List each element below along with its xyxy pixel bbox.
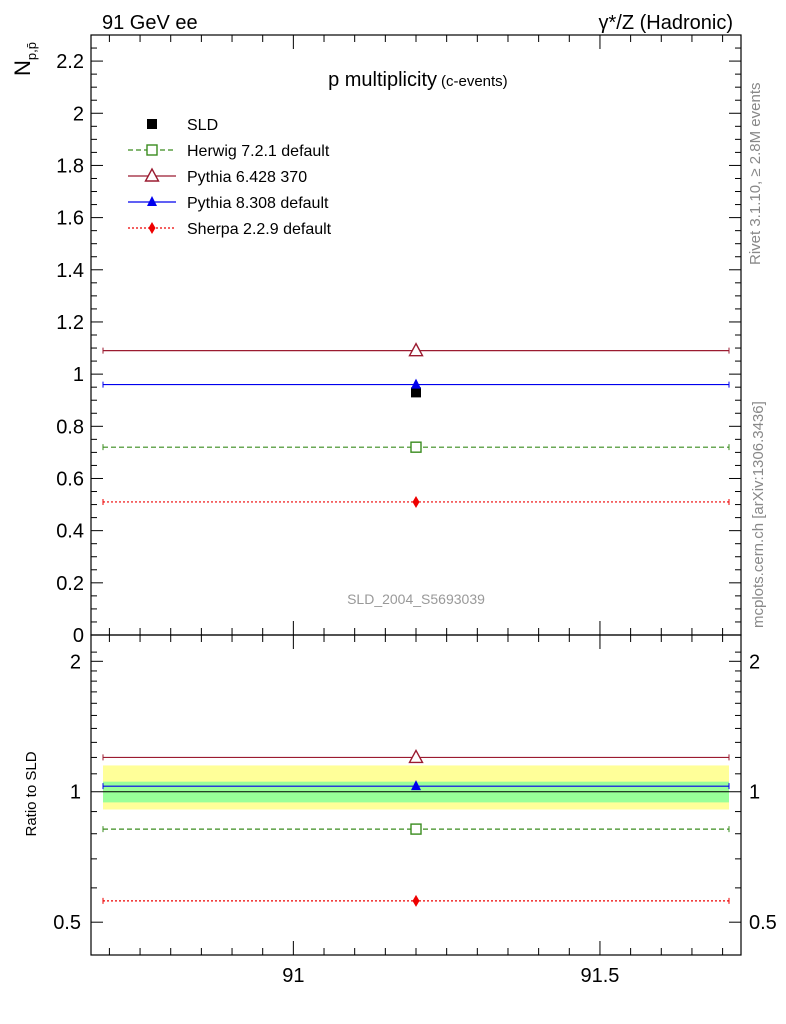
ratio-y-tick-label-right: 2	[749, 651, 760, 673]
legend-label: Herwig 7.2.1 default	[187, 143, 330, 160]
ratio-herwig-point	[410, 823, 422, 835]
y-tick-label: 1	[73, 364, 84, 386]
ratio-pythia8-point	[411, 780, 421, 791]
ratio-pythia6-point	[408, 748, 424, 764]
legend-label: Pythia 8.308 default	[187, 195, 329, 212]
ratio-y-axis: 0.5 0.5 1 1 2 2	[53, 651, 777, 934]
legend-marker	[148, 222, 156, 234]
header-left-label: 91 GeV ee	[102, 12, 198, 34]
analysis-watermark: SLD_2004_S5693039	[347, 591, 485, 607]
y-tick-label: 0	[73, 625, 84, 647]
pythia6-point	[408, 342, 424, 357]
y-tick-label: 0.6	[56, 468, 84, 490]
y-tick-label: 1.8	[56, 155, 84, 177]
legend-marker	[144, 167, 160, 182]
legend-entry-data: SLD	[147, 117, 218, 134]
x-tick-label: 91.5	[580, 965, 619, 987]
pythia8-point	[411, 378, 421, 389]
legend-entry-pythia6: Pythia 6.428 370	[128, 167, 307, 186]
legend-label: SLD	[187, 117, 218, 134]
ratio-ylabel: Ratio to SLD	[23, 751, 40, 836]
legend-marker	[147, 119, 157, 129]
ratio-y-tick-label: 2	[70, 651, 81, 673]
main-title: p multiplicity	[328, 69, 437, 91]
y-tick-label: 0.8	[56, 416, 84, 438]
main-title-text: p multiplicity	[328, 69, 437, 91]
sherpa-point	[412, 495, 420, 508]
y-tick-label: 1.2	[56, 312, 84, 334]
legend-marker	[147, 196, 157, 206]
legend-marker	[146, 144, 158, 156]
main-title-suffix: (c-events)	[441, 73, 508, 90]
ratio-y-tick-label: 1	[70, 782, 81, 804]
y-tick-label: 0.2	[56, 573, 84, 595]
legend: SLD Herwig 7.2.1 default Pythia 6.428 370 P…	[128, 117, 332, 238]
ratio-y-tick-label: 0.5	[53, 912, 81, 934]
main-ylabel: Np,p̄	[10, 42, 39, 76]
main-ylabel-subscript: p,p̄	[24, 42, 39, 60]
legend-entry-herwig: Herwig 7.2.1 default	[128, 143, 330, 160]
ratio-sherpa-point	[412, 894, 420, 907]
ratio-plot-frame	[90, 634, 742, 956]
ratio-y-tick-label-right: 1	[749, 782, 760, 804]
ratio-plot-panel: 0.5 0.5 1 1 2 2 91 91.5	[53, 35, 777, 987]
ratio-x-axis: 91 91.5	[108, 35, 724, 987]
main-plot-panel: 0 0.2 0.4 0.6 0.8 1 1.2 1.4 1.6 1.8 2 2.2 p multipl…	[56, 34, 742, 647]
rivet-label: Rivet 3.1.10, ≥ 2.8M events	[747, 83, 764, 266]
ratio-y-tick-label-right: 0.5	[749, 912, 777, 934]
legend-entry-sherpa: Sherpa 2.2.9 default	[128, 221, 332, 238]
main-y-axis: 0 0.2 0.4 0.6 0.8 1 1.2 1.4 1.6 1.8 2 2.2	[56, 34, 741, 647]
data-point	[411, 387, 421, 398]
y-tick-label: 2.2	[56, 51, 84, 73]
legend-entry-pythia8: Pythia 8.308 default	[128, 195, 329, 212]
y-tick-label: 2	[73, 103, 84, 125]
y-tick-label: 0.4	[56, 521, 84, 543]
x-tick-label: 91	[282, 965, 304, 987]
svg-text:Np,p̄: Np,p̄	[10, 42, 39, 76]
main-ylabel-text: N	[10, 60, 35, 76]
header-right-label: γ*/Z (Hadronic)	[599, 12, 733, 34]
y-tick-label: 1.4	[56, 260, 84, 282]
legend-label: Pythia 6.428 370	[187, 169, 307, 186]
mcplots-label: mcplots.cern.ch [arXiv:1306.3436]	[750, 401, 767, 628]
herwig-point	[410, 441, 422, 453]
legend-label: Sherpa 2.2.9 default	[187, 221, 332, 238]
y-tick-label: 1.6	[56, 208, 84, 230]
